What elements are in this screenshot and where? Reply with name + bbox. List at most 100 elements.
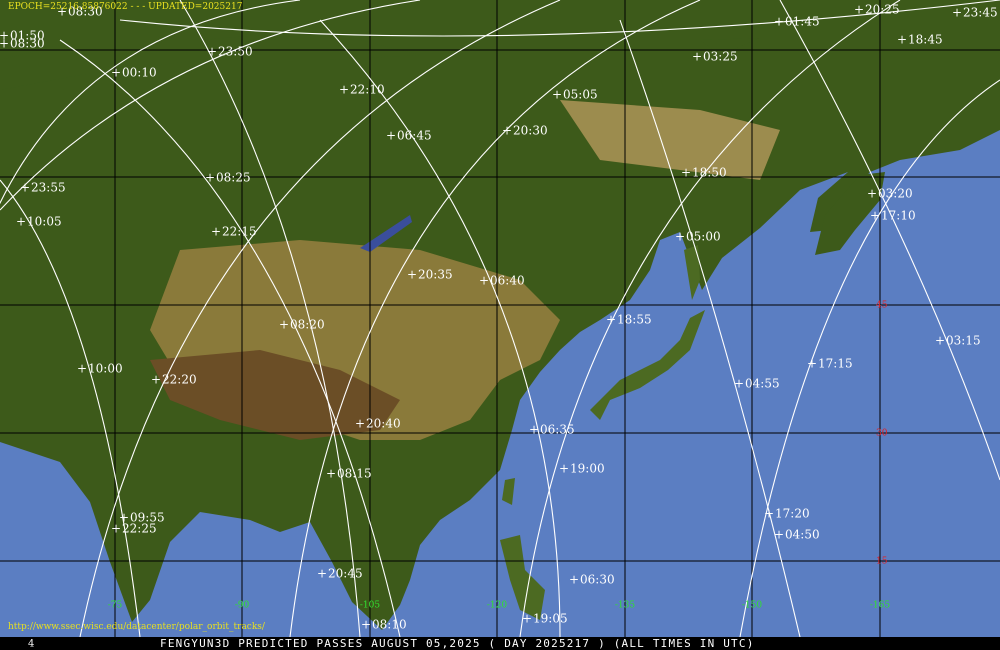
pass-marker: + xyxy=(552,88,562,102)
pass-marker: + xyxy=(675,230,685,244)
pass-marker: + xyxy=(317,567,327,581)
pass-marker: + xyxy=(386,129,396,143)
pass-time: 08:30 xyxy=(68,5,103,19)
pass-marker: + xyxy=(111,66,121,80)
pass-marker: + xyxy=(692,50,702,64)
pass-time: 08:20 xyxy=(290,318,325,332)
pass-time: 18:55 xyxy=(617,313,652,327)
pass-time: 06:30 xyxy=(580,573,615,587)
longitude-label: -150 xyxy=(742,601,762,611)
pass-marker: + xyxy=(522,612,532,626)
pass-time: 23:55 xyxy=(31,181,66,195)
pass-time: 22:20 xyxy=(162,373,197,387)
pass-marker: + xyxy=(57,5,67,19)
pass-marker: + xyxy=(361,618,371,632)
pass-time: 01:50 xyxy=(10,29,45,43)
pass-marker: + xyxy=(279,318,289,332)
pass-time: 18:45 xyxy=(908,33,943,47)
pass-time: 22:25 xyxy=(122,522,157,536)
pass-marker: + xyxy=(569,573,579,587)
orbit-track xyxy=(519,0,901,638)
pass-marker: + xyxy=(479,274,489,288)
pass-time: 19:05 xyxy=(533,612,568,626)
pass-time: 17:10 xyxy=(881,209,916,223)
pass-marker: + xyxy=(764,507,774,521)
pass-marker: + xyxy=(0,37,9,51)
pass-marker: + xyxy=(897,33,907,47)
pass-time: 04:50 xyxy=(785,528,820,542)
pass-time: 05:00 xyxy=(686,230,721,244)
longitude-label: -165 xyxy=(870,601,890,611)
labels: +08:30+ 01:50+ 08:30+ 23:50+ 00:10+ 22:10 +05:… xyxy=(0,3,998,632)
orbit-track xyxy=(79,0,561,638)
epoch: EPOCH=25216.85876022 - - - UPDATED=20252… xyxy=(8,2,243,12)
pass-time: 20:45 xyxy=(328,567,363,581)
pass-marker: + xyxy=(870,209,880,223)
pass-marker: + xyxy=(854,3,864,17)
orbit-track xyxy=(0,179,141,638)
pass-marker: + xyxy=(935,334,945,348)
longitude-label: -135 xyxy=(615,601,635,611)
pass-marker: + xyxy=(734,377,744,391)
latitude-label: 30 xyxy=(876,429,888,439)
pass-marker: + xyxy=(211,225,221,239)
pass-time: 19:00 xyxy=(570,462,605,476)
pass-marker: + xyxy=(77,362,87,376)
pass-time: 01:45 xyxy=(785,15,820,29)
pass-marker: + xyxy=(151,373,161,387)
pass-time: 20:30 xyxy=(513,124,548,138)
pass-marker: + xyxy=(111,522,121,536)
longitude-label: -105 xyxy=(360,601,380,611)
pass-time: 10:05 xyxy=(27,215,62,229)
orbit-track xyxy=(0,0,421,211)
pass-time: 23:45 xyxy=(963,6,998,20)
orbit-track xyxy=(59,39,401,638)
pass-time: 03:15 xyxy=(946,334,981,348)
pass-time: 22:10 xyxy=(350,83,385,97)
pass-time: 08:30 xyxy=(10,37,45,51)
pass-time: 10:00 xyxy=(88,362,123,376)
orbit-track xyxy=(319,19,561,638)
pass-marker: + xyxy=(119,511,129,525)
pass-time: 20:35 xyxy=(418,268,453,282)
orbit-track xyxy=(289,0,701,638)
pass-time: 03:20 xyxy=(878,187,913,201)
pass-time: 18:50 xyxy=(692,166,727,180)
pass-marker: + xyxy=(952,6,962,20)
longitude-label: -75 xyxy=(108,601,123,611)
pass-time: 09:55 xyxy=(130,511,165,525)
pass-time: 06:45 xyxy=(397,129,432,143)
pass-marker: + xyxy=(867,187,877,201)
pass-marker: + xyxy=(339,83,349,97)
page-number: 4 xyxy=(28,639,34,650)
pass-marker: + xyxy=(407,268,417,282)
pass-marker: + xyxy=(355,417,365,431)
pass-marker: + xyxy=(774,528,784,542)
pass-marker: + xyxy=(205,171,215,185)
pass-time: 00:10 xyxy=(122,66,157,80)
pass-marker: + xyxy=(559,462,569,476)
orbit-track xyxy=(779,0,1000,481)
pass-time: 04:55 xyxy=(745,377,780,391)
pass-time: 17:15 xyxy=(818,357,853,371)
pass-time: 23:50 xyxy=(218,45,253,59)
orbit-track xyxy=(619,19,801,638)
pass-marker: + xyxy=(529,423,539,437)
pass-time: 17:20 xyxy=(775,507,810,521)
land xyxy=(0,0,1000,630)
pass-marker: + xyxy=(326,467,336,481)
pass-time: 08:10 xyxy=(372,618,407,632)
footer-bar xyxy=(0,637,1000,650)
pass-marker: + xyxy=(502,124,512,138)
orbit-track xyxy=(739,79,1000,638)
pass-marker: + xyxy=(0,29,9,43)
pass-marker: + xyxy=(606,313,616,327)
pass-marker: + xyxy=(774,15,784,29)
pass-marker: + xyxy=(207,45,217,59)
pass-time: 08:25 xyxy=(216,171,251,185)
orbit-track xyxy=(179,0,361,638)
longitude-label: -90 xyxy=(235,601,250,611)
